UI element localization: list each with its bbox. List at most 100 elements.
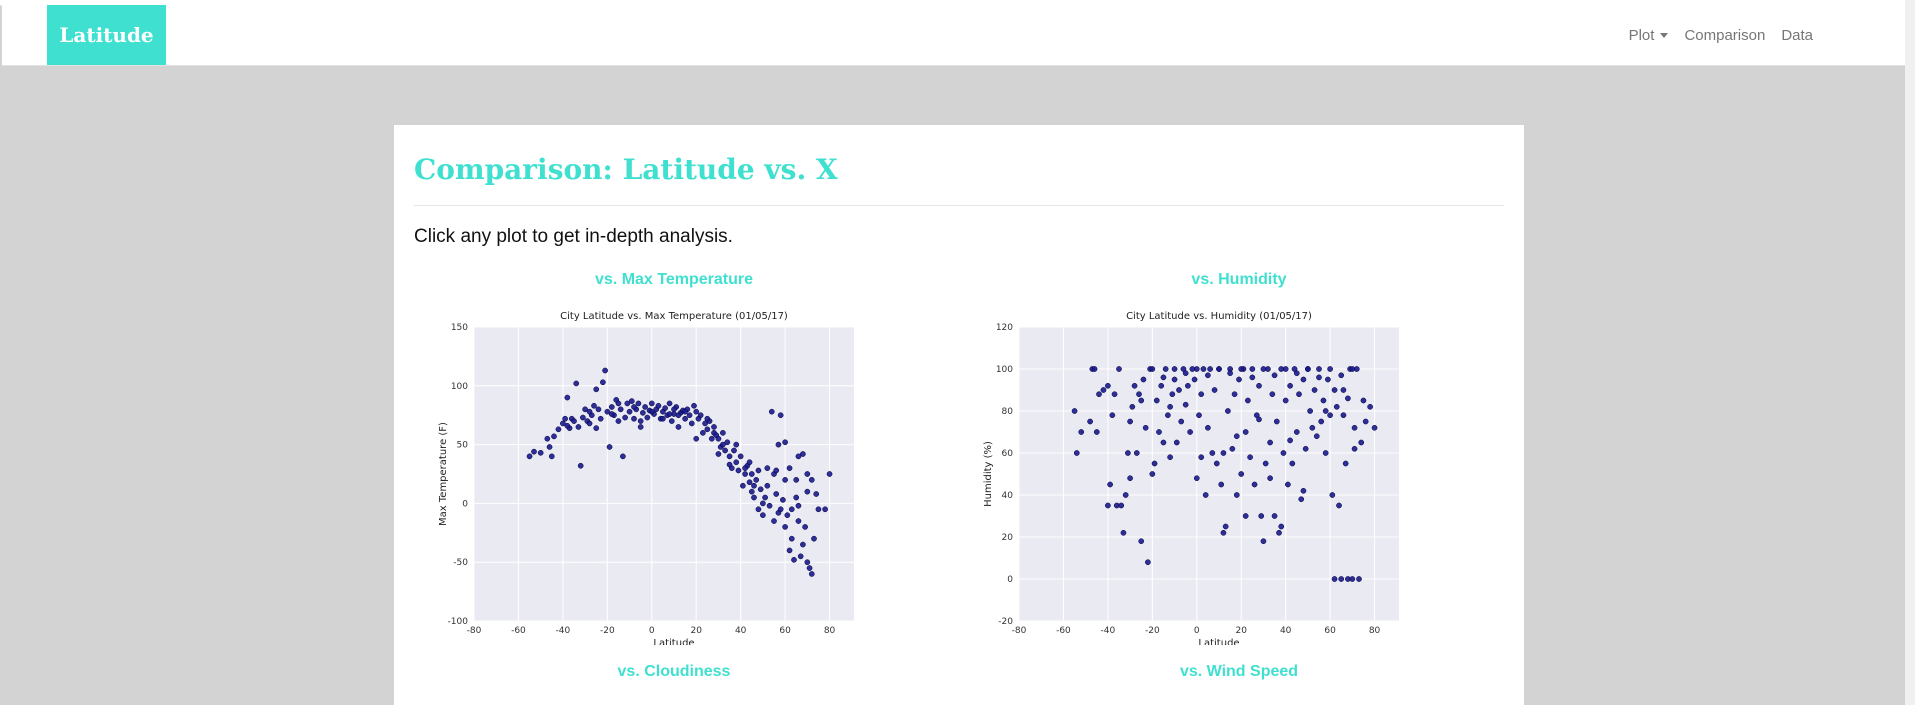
scatter-point: [731, 447, 737, 454]
x-tick-label: -80: [467, 626, 482, 636]
chart-max-temperature[interactable]: -80-60-40-20020406080100-100-50050100150…: [434, 305, 854, 645]
scatter-point: [753, 477, 760, 483]
brand-logo[interactable]: Latitude: [47, 5, 166, 65]
nav-data[interactable]: Data: [1781, 26, 1813, 44]
scatter-point: [1225, 408, 1231, 414]
scatter-point: [582, 406, 588, 413]
chart-humidity[interactable]: -80-60-40-20020406080100-200204060801001…: [979, 305, 1399, 645]
scatter-point: [1327, 366, 1333, 372]
y-tick-label: 80: [1002, 407, 1014, 417]
scatter-point: [740, 482, 746, 489]
scatter-point: [1316, 366, 1322, 372]
heading-wind-speed[interactable]: vs. Wind Speed: [1179, 663, 1299, 680]
scatter-point: [593, 386, 600, 393]
scatter-point: [1078, 429, 1085, 435]
nav-plot-dropdown[interactable]: Plot: [1629, 27, 1669, 44]
scatter-point: [1305, 366, 1311, 372]
scatter-point: [1273, 418, 1280, 425]
scatter-point: [560, 420, 566, 427]
scatter-point: [702, 420, 708, 427]
scatter-point: [1176, 387, 1182, 393]
scatter-point: [826, 471, 833, 477]
scatter-point: [811, 535, 817, 542]
scatter-point: [562, 415, 568, 422]
scatter-point: [580, 414, 586, 421]
heading-cloudiness[interactable]: vs. Cloudiness: [617, 663, 731, 680]
scatter-point: [1187, 429, 1193, 435]
scatter-point: [1338, 576, 1345, 582]
scatter-point: [1247, 454, 1253, 461]
scatter-point: [1311, 387, 1318, 393]
scatter-point: [802, 524, 808, 530]
scatter-point: [1262, 460, 1269, 467]
scatter-point: [1111, 391, 1118, 398]
x-tick-label: 80: [824, 626, 836, 636]
scatter-point: [1096, 391, 1102, 398]
scatter-point: [1205, 424, 1211, 431]
scatter-point: [606, 444, 613, 450]
scatter-point: [666, 411, 673, 417]
scatter-point: [644, 414, 651, 421]
scrollbar[interactable]: [1905, 0, 1915, 705]
scatter-point: [671, 406, 677, 413]
scatter-point: [755, 506, 762, 513]
nav-comparison[interactable]: Comparison: [1684, 26, 1766, 44]
heading-max-temperature[interactable]: vs. Max Temperature: [595, 271, 753, 288]
scatter-point: [1302, 445, 1309, 452]
scatter-point: [1258, 513, 1265, 519]
scatter-point: [1196, 412, 1202, 419]
x-axis-label: Latitude: [1198, 638, 1239, 645]
scatter-point: [662, 405, 668, 411]
scatter-point: [1213, 460, 1220, 467]
y-tick-label: 60: [1002, 449, 1014, 459]
scatter-point: [1309, 424, 1316, 431]
scatter-point: [782, 477, 788, 483]
scatter-point: [575, 424, 582, 430]
x-tick-label: -60: [1056, 626, 1071, 636]
scatter-point: [1165, 412, 1171, 419]
scatter-point: [655, 402, 662, 409]
scatter-point: [800, 451, 806, 457]
scatter-point: [1256, 416, 1262, 423]
x-tick-label: 20: [1235, 626, 1247, 636]
scatter-point: [1200, 366, 1207, 372]
x-tick-label: 40: [735, 626, 747, 636]
scatter-point: [768, 408, 775, 415]
scatter-point: [595, 406, 602, 413]
scatter-point: [1367, 403, 1373, 410]
scatter-point: [1318, 418, 1325, 425]
y-tick-label: -50: [453, 558, 468, 568]
y-tick-label: 150: [451, 323, 468, 333]
scatter-point: [691, 402, 697, 409]
scatter-point: [766, 502, 773, 509]
scatter-point: [1129, 403, 1136, 410]
scatter-point: [1071, 408, 1078, 414]
scatter-point: [1207, 366, 1213, 372]
scatter-point: [755, 467, 762, 474]
scatter-point: [682, 408, 688, 415]
scatter-point: [1331, 576, 1338, 582]
scatter-point: [1256, 382, 1262, 389]
scatter-point: [1205, 372, 1211, 379]
navbar: Latitude Plot Comparison Data: [2, 5, 1905, 66]
y-tick-label: 20: [1002, 533, 1014, 543]
scatter-point: [624, 400, 631, 407]
scatter-point: [555, 426, 562, 433]
scatter-point: [1236, 376, 1242, 383]
chart-title: City Latitude vs. Humidity (01/05/17): [1126, 311, 1312, 322]
heading-humidity[interactable]: vs. Humidity: [1191, 271, 1287, 288]
scatter-point: [800, 541, 806, 548]
scatter-point: [564, 422, 571, 429]
scatter-point: [1127, 418, 1133, 425]
plot-area: [474, 327, 854, 621]
scatter-point: [733, 441, 740, 448]
scatter-point: [537, 449, 544, 456]
y-axis-label: Humidity (%): [983, 441, 994, 507]
scatter-point: [1287, 437, 1293, 444]
scatter-point: [782, 439, 788, 446]
scatter-point: [757, 486, 764, 493]
scatter-point: [642, 404, 648, 410]
scatter-point: [1280, 450, 1287, 456]
scatter-point: [1202, 492, 1209, 498]
scatter-point: [735, 467, 742, 474]
